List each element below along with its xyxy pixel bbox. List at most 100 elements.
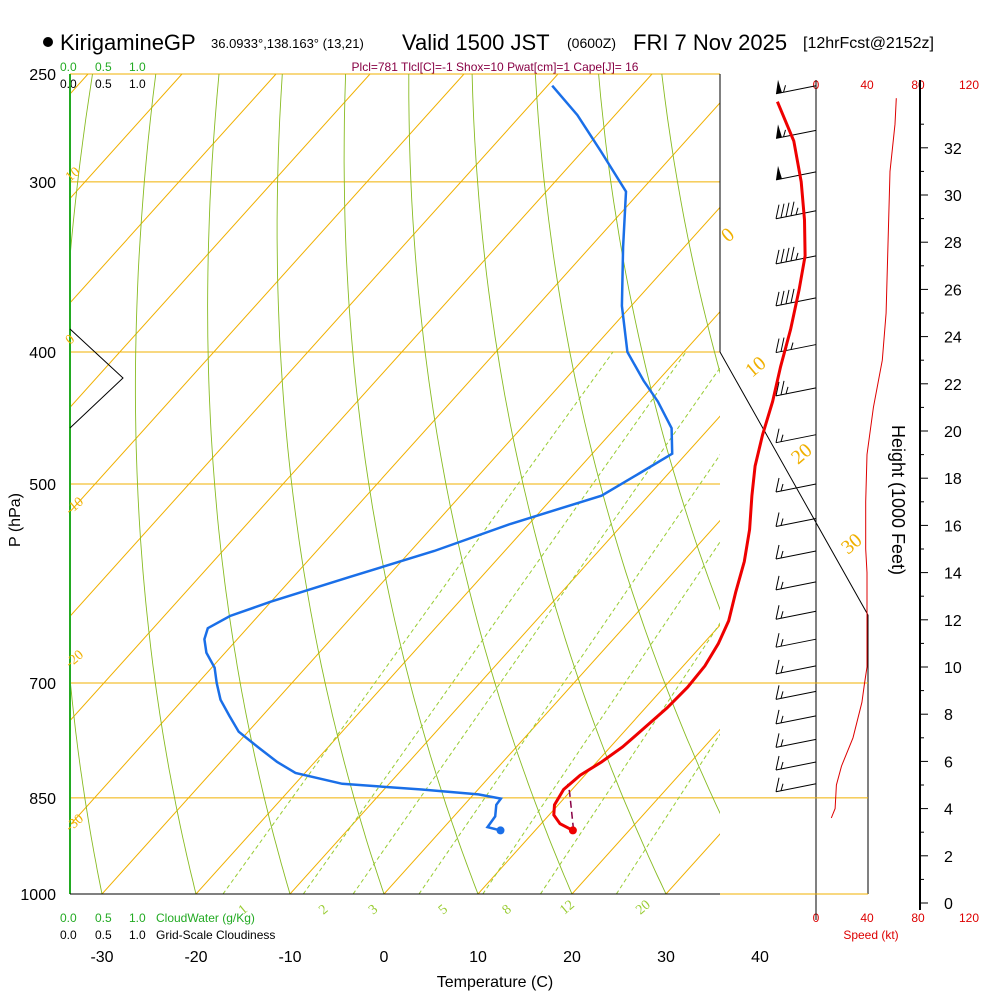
- wind-barb-half-feather: [780, 761, 784, 770]
- speed-tick: 40: [860, 911, 874, 925]
- station-coords: 36.0933°,138.163° (13,21): [211, 36, 364, 51]
- mixing-ratio-line: [482, 541, 720, 894]
- wind-barb-half-feather: [783, 129, 786, 138]
- dry-adiabat-line: [134, 74, 197, 894]
- x-axis-label: Temperature (C): [437, 974, 553, 991]
- wind-barb-half-feather: [780, 581, 784, 590]
- cloudwater-top-ticks: 0.0 0.5 1.0 0.0 0.5 1.0: [60, 60, 146, 91]
- wind-barb-feather: [790, 288, 795, 303]
- wind-barb-staff: [775, 610, 817, 620]
- wind-barb-half-feather: [780, 783, 784, 791]
- height-axis-label: Height (1000 Feet): [888, 425, 908, 575]
- wind-barb-feather: [790, 246, 795, 261]
- cloudiness-tick: 0.5: [95, 77, 112, 91]
- wind-barb-feather: [775, 477, 780, 493]
- wind-barb-staff: [775, 715, 817, 725]
- wind-barb-staff: [775, 129, 817, 139]
- wind-barb-staff: [775, 517, 817, 527]
- wind-barb-pennant: [776, 79, 782, 94]
- wind-barb-half-feather: [785, 386, 789, 395]
- mixing-ratio-label: 20: [633, 898, 653, 918]
- wind-barb-feather: [780, 290, 785, 305]
- height-tick-label: 20: [944, 424, 962, 441]
- height-tick-label: 32: [944, 141, 962, 158]
- dry-adiabat-lines: [0, 74, 1000, 894]
- station-name: KirigamineGP: [60, 30, 196, 55]
- mixing-ratio-line: [418, 454, 720, 894]
- wind-barb-feather: [780, 248, 785, 263]
- wind-barb-half-feather: [783, 85, 786, 93]
- mixing-ratio-line: [615, 733, 720, 894]
- wind-barb-feather: [775, 381, 780, 396]
- isotherm-line: [70, 74, 371, 409]
- wind-barb-feather: [775, 428, 780, 443]
- cloudwater-tick: 0.5: [95, 60, 112, 74]
- speed-tick: 120: [959, 911, 979, 925]
- wind-barb-staff: [775, 581, 817, 591]
- wind-barb-staff: [775, 344, 817, 354]
- cloudiness-tick: 1.0: [129, 77, 146, 91]
- wind-barb-half-feather: [780, 715, 784, 724]
- cloudiness-tick: 0.0: [60, 77, 77, 91]
- isotherm-label: -20: [63, 648, 87, 671]
- dry-adiabat-line: [0, 74, 29, 894]
- speed-tick: 120: [959, 78, 979, 92]
- y-tick-label: 850: [29, 791, 56, 808]
- dry-adiabat-line: [852, 74, 1000, 894]
- wind-barb-feather: [775, 605, 780, 620]
- height-tick-label: 30: [944, 188, 962, 205]
- zulu-time: (0600Z): [567, 35, 616, 51]
- cloudiness-tick: 0.5: [95, 928, 112, 942]
- wind-barb-half-feather: [780, 639, 784, 647]
- cloud-fraction-profile: [69, 328, 124, 429]
- mixing-ratio-lines: [222, 351, 720, 894]
- height-tick-label: 22: [944, 377, 962, 394]
- wind-barb-feather: [780, 380, 785, 395]
- cloudiness-tick: 0.0: [60, 928, 77, 942]
- wind-barbs: [775, 79, 817, 793]
- wind-barb-staff: [775, 483, 817, 493]
- wind-barb-staff: [775, 738, 817, 748]
- y-tick-label: 700: [29, 676, 56, 693]
- x-tick-label: 10: [469, 949, 487, 966]
- height-tick-label: 24: [944, 330, 962, 347]
- temperature-curve: [552, 101, 807, 832]
- wind-barb-feather: [775, 685, 780, 700]
- x-tick-label: 0: [380, 949, 389, 966]
- height-tick-label: 0: [944, 896, 953, 913]
- wind-barb-feather: [775, 291, 780, 306]
- dry-adiabat-line: [343, 74, 479, 894]
- dry-adiabat-line: [408, 74, 573, 894]
- wind-barb-feather: [775, 733, 780, 748]
- mixing-ratio-line: [302, 351, 687, 894]
- mixing-ratio-label: 2: [316, 902, 331, 918]
- dry-adiabat-line: [471, 74, 667, 894]
- height-tick-label: 18: [944, 471, 962, 488]
- height-tick-label: 28: [944, 235, 962, 252]
- height-tick-label: 14: [944, 566, 962, 583]
- dry-adiabat-line: [276, 74, 385, 894]
- y-tick-label: 300: [29, 175, 56, 192]
- cloudwater-tick: 1.0: [129, 911, 146, 925]
- mixing-ratio-label: 3: [366, 902, 381, 918]
- dry-adiabat-line: [598, 74, 720, 611]
- height-tick-label: 16: [944, 518, 962, 535]
- dry-adiabat-line: [661, 74, 720, 374]
- height-tick-label: 4: [944, 802, 953, 819]
- mixing-ratio-line: [222, 351, 614, 894]
- cloudwater-label: CloudWater (g/Kg): [156, 911, 255, 925]
- topography-line: [719, 351, 869, 616]
- valid-date: FRI 7 Nov 2025: [633, 30, 787, 55]
- wind-barb-half-feather: [780, 518, 784, 526]
- wind-barb-staff: [775, 171, 817, 181]
- wind-barb-half-feather: [780, 665, 784, 674]
- wind-barb-feather: [785, 202, 790, 217]
- wind-barb-feather: [785, 289, 790, 304]
- wind-barb-pennant: [776, 124, 782, 139]
- speed-axis-top: 0 40 80 120: [813, 78, 980, 92]
- mixing-ratio-line: [540, 622, 720, 894]
- isotherm-line: [854, 74, 1000, 894]
- wind-barb-staff: [775, 638, 817, 648]
- isotherm-label: 10: [741, 352, 770, 382]
